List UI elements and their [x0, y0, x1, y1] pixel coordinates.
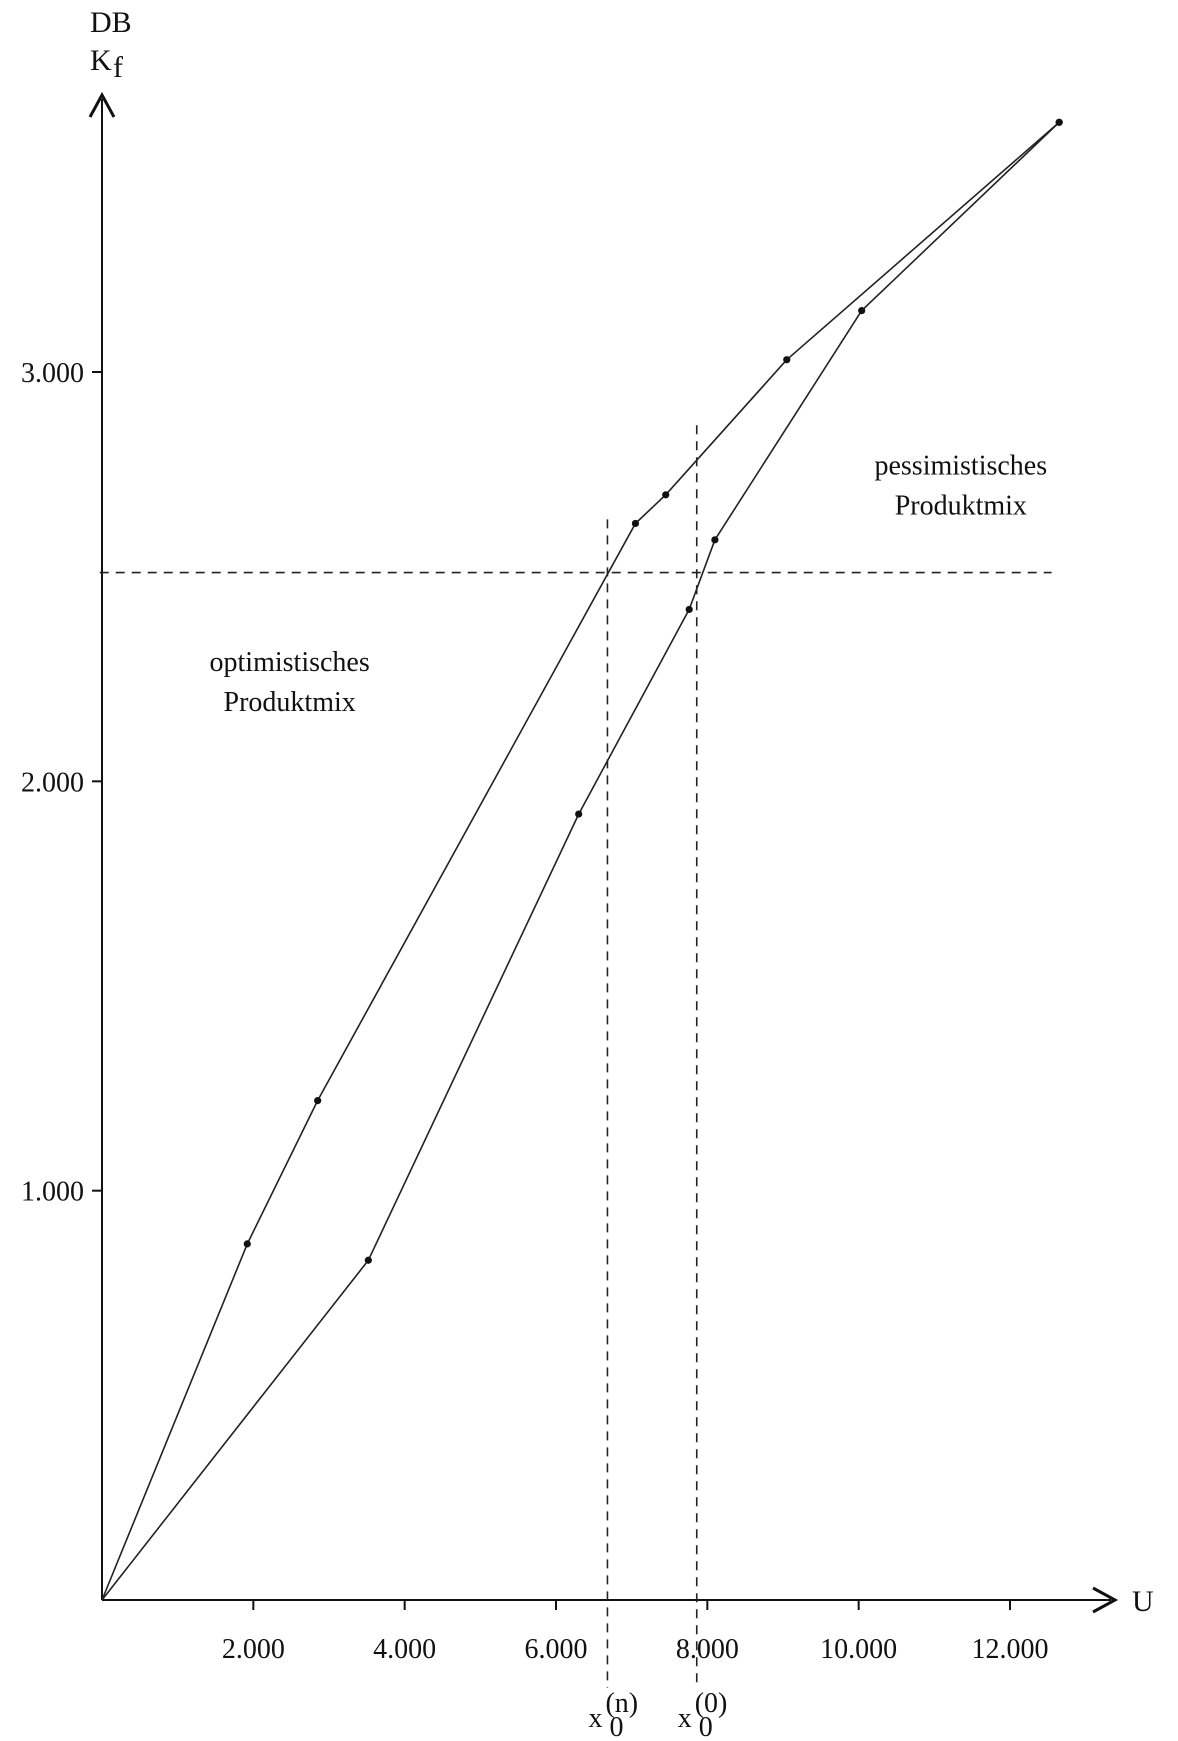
x-tick-label: 2.000 [222, 1634, 285, 1665]
series-2-point [364, 1256, 372, 1264]
series-2-point [1055, 118, 1063, 126]
x-tick-label: 4.000 [373, 1634, 436, 1665]
series-2-line [101, 121, 1060, 1601]
break-even-label-superscript: (n) [605, 1688, 638, 1719]
series-1-point [243, 1240, 251, 1248]
series-1-point [783, 356, 791, 364]
series-1-line [101, 121, 1060, 1601]
break-even-label-subscript: 0 [699, 1712, 713, 1741]
annotation-line: Produktmix [895, 490, 1027, 521]
y-axis-label-subscript: f [113, 51, 123, 84]
x-tick-label: 10.000 [820, 1634, 897, 1665]
break-even-label: x [678, 1703, 692, 1734]
series-1-point [662, 491, 670, 499]
series-group [101, 118, 1063, 1601]
series-2-point [858, 307, 866, 315]
x-tick-label: 6.000 [525, 1634, 588, 1665]
break-even-label-superscript: (0) [695, 1688, 728, 1719]
series-2-point [711, 536, 719, 544]
break-even-label-subscript: 0 [609, 1712, 623, 1741]
x-tick-label: 8.000 [676, 1634, 739, 1665]
x-axis-arrow-icon [1092, 1586, 1119, 1614]
series-1-point [631, 519, 640, 528]
annotation-line: optimistisches [210, 647, 370, 678]
y-axis-arrow-icon [88, 91, 116, 118]
annotation-line: Produktmix [224, 687, 356, 718]
x-axis-label: U [1132, 1585, 1154, 1618]
axes: U DB K f 2.000 4.000 6.000 8.000 10.000 12.000 1.0… [21, 6, 1154, 1665]
y-tick-label: 2.000 [21, 767, 84, 798]
break-even-label: x [588, 1703, 602, 1734]
x-tick-label: 12.000 [972, 1634, 1049, 1665]
series-2-point [575, 810, 583, 818]
y-tick-label: 3.000 [21, 358, 84, 389]
series-2-point [685, 605, 693, 614]
annotations: optimistisches Produktmix pessimistisches P… [210, 450, 1048, 717]
series-1-point [314, 1097, 322, 1105]
annotation-line: pessimistisches [874, 450, 1047, 481]
y-axis-label-db: DB [90, 6, 132, 39]
y-tick-label: 1.000 [21, 1177, 84, 1208]
y-axis-label-k: K [90, 44, 112, 77]
break-even-markers: x 0(n) x 0(0) [588, 425, 727, 1741]
